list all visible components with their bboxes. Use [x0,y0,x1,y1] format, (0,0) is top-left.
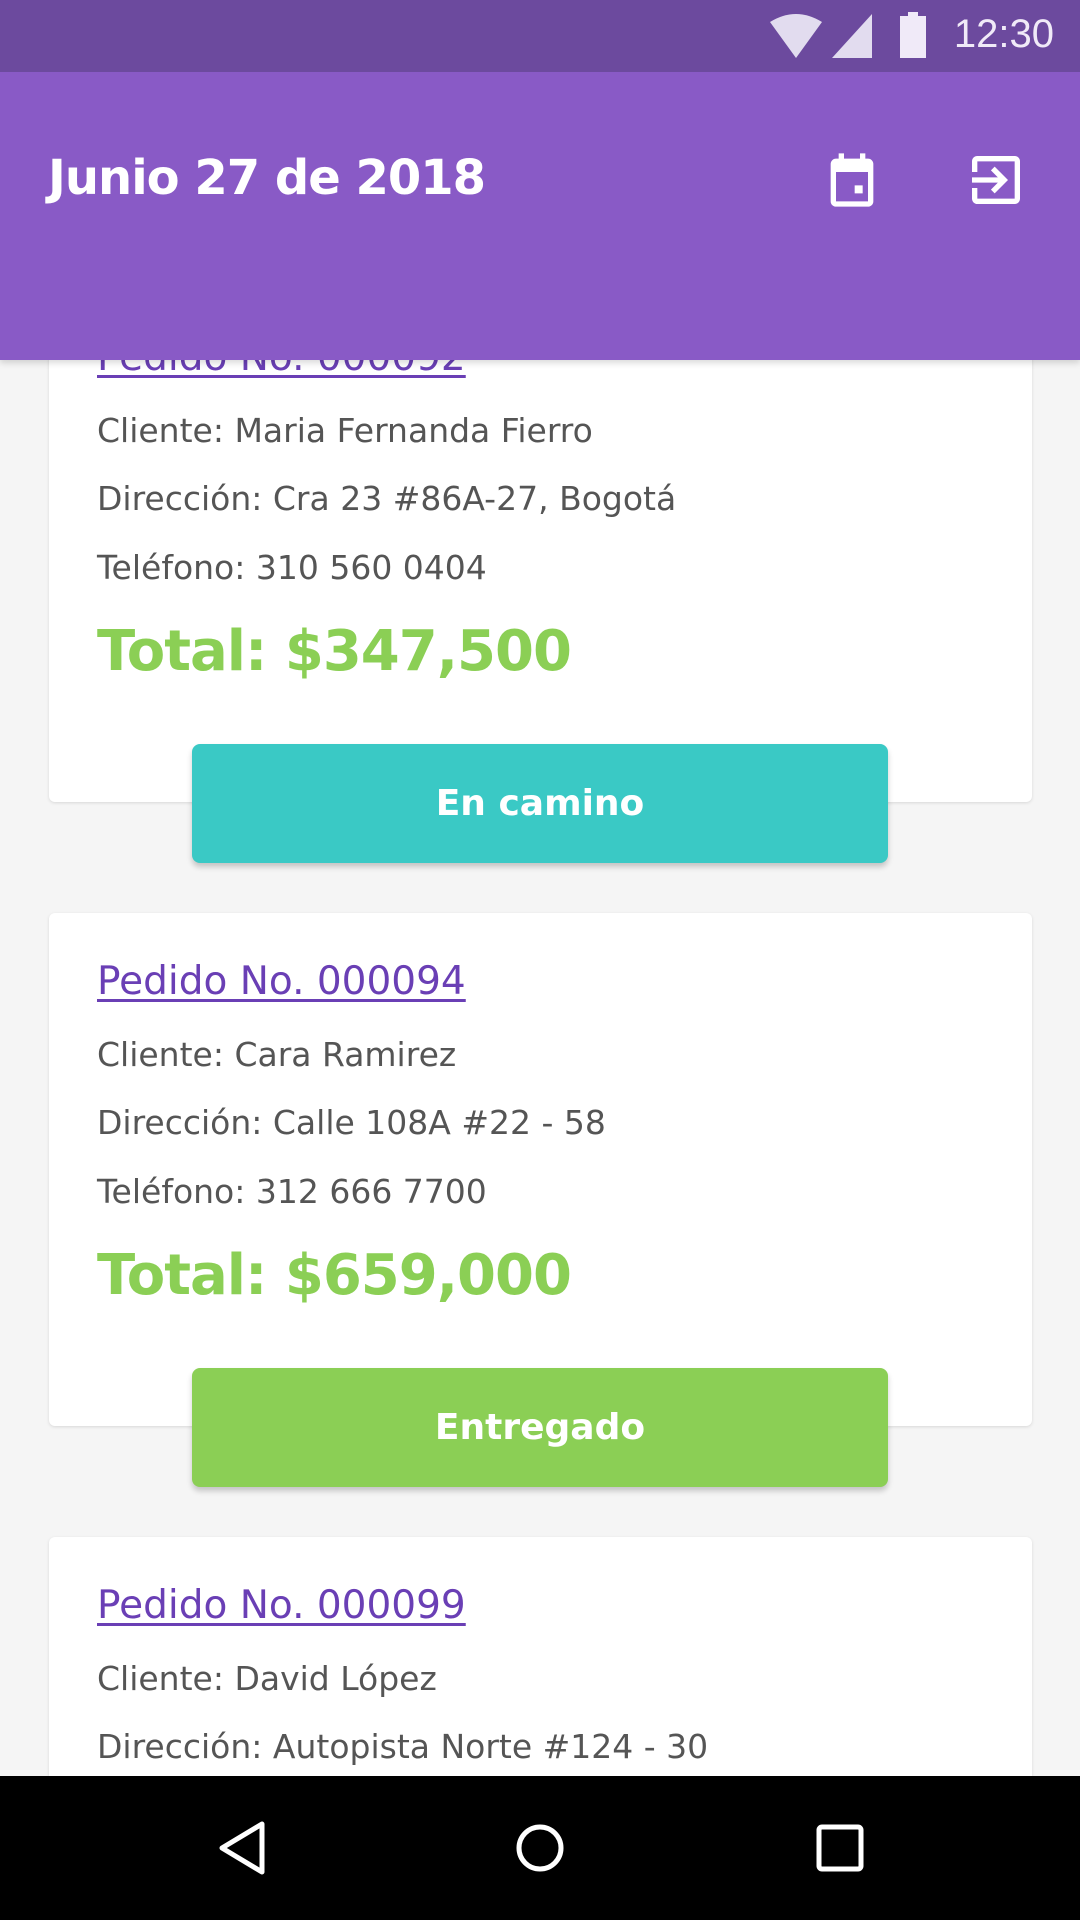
order-card: Pedido No. 000092 Cliente: Maria Fernand… [49,289,1032,863]
navigation-bar [0,1776,1080,1920]
order-address: Dirección: Cra 23 #86A-27, Bogotá [97,479,677,518]
signal-icon [832,14,872,58]
order-address: Dirección: Autopista Norte #124 - 30 [97,1727,709,1766]
clock: 12:30 [953,12,1054,56]
order-card: Pedido No. 000099 Cliente: David López D… [49,1537,1032,1776]
order-client: Cliente: Maria Fernanda Fierro [97,411,593,450]
wifi-icon [770,14,822,58]
calendar-icon[interactable] [820,148,884,212]
order-phone: Teléfono: 312 666 7700 [97,1172,487,1211]
home-icon[interactable] [512,1818,568,1878]
status-button-en-camino[interactable]: En camino [192,744,888,863]
order-card: Pedido No. 000094 Cliente: Cara Ramirez … [49,913,1032,1487]
orders-list[interactable]: Pedido No. 000092 Cliente: Maria Fernand… [0,0,1080,1776]
order-address: Dirección: Calle 108A #22 - 58 [97,1103,606,1142]
order-total: Total: $659,000 [97,1243,572,1308]
order-link[interactable]: Pedido No. 000099 [97,1583,466,1628]
battery-icon [900,12,926,58]
order-client: Cliente: Cara Ramirez [97,1035,457,1074]
order-phone: Teléfono: 310 560 0404 [97,548,487,587]
order-total: Total: $347,500 [97,619,572,684]
order-link[interactable]: Pedido No. 000094 [97,959,466,1004]
recents-icon[interactable] [812,1818,868,1878]
logout-icon[interactable] [964,148,1028,212]
status-bar: 12:30 [0,0,1080,72]
status-button-entregado[interactable]: Entregado [192,1368,888,1487]
back-icon[interactable] [214,1818,270,1878]
app-header: Junio 27 de 2018 [0,72,1080,360]
page-title: Junio 27 de 2018 [48,150,486,206]
order-client: Cliente: David López [97,1659,437,1698]
